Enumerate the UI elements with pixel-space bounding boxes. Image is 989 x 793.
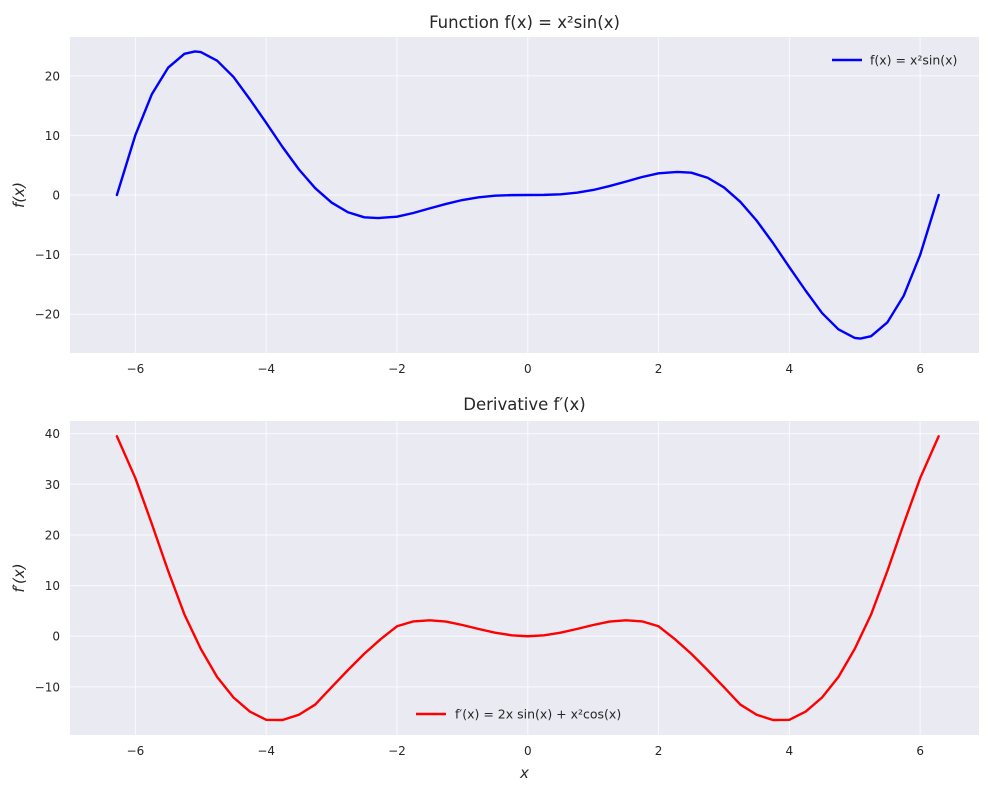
x-tick-label: −6: [127, 362, 145, 376]
x-tick-label: 2: [655, 744, 663, 758]
y-tick-label: −20: [35, 308, 60, 322]
x-tick-label: −4: [257, 362, 275, 376]
y-tick-label: 30: [45, 478, 60, 492]
x-axis-label-derivative: x: [519, 764, 529, 782]
x-tick-label: 0: [524, 362, 532, 376]
y-axis-label-function: f(x): [10, 182, 28, 208]
chart-title-function: Function f(x) = x²sin(x): [429, 13, 620, 32]
y-tick-label: −10: [35, 248, 60, 262]
x-tick-label: 6: [916, 744, 924, 758]
x-tick-label: 2: [655, 362, 663, 376]
series-lines-derivative: [115, 435, 940, 722]
series-line-function: [115, 50, 940, 340]
y-tick-label: 20: [45, 69, 60, 83]
x-tick-label: −2: [388, 744, 406, 758]
legend-entry-function: f(x) = x²sin(x): [870, 53, 957, 68]
x-tick-label: −2: [388, 362, 406, 376]
legend-function: f(x) = x²sin(x): [832, 53, 957, 68]
series-line-derivative: [115, 435, 940, 722]
y-tick-label: 20: [45, 528, 60, 542]
y-tick-label: 0: [52, 189, 60, 203]
x-tick-label: 6: [916, 362, 924, 376]
x-tick-labels-derivative: −6 −4 −2 0 2 4 6: [127, 744, 924, 758]
y-tick-label: −10: [35, 680, 60, 694]
y-tick-labels-derivative: −10 0 10 20 30 40: [35, 427, 60, 694]
grid-derivative: [70, 421, 979, 735]
x-tick-label: −4: [257, 744, 275, 758]
series-lines-function: [115, 50, 940, 340]
x-tick-label: 4: [786, 362, 794, 376]
plot-derivative: −6 −4 −2 0 2 4 6 −10 0 10 20 30 40 Derivative f′(x)…: [10, 395, 979, 782]
y-tick-label: 0: [52, 630, 60, 644]
y-axis-label-derivative: f′(x): [10, 563, 28, 592]
y-tick-labels-function: −20 −10 0 10 20: [35, 69, 60, 321]
legend-entry-derivative: f′(x) = 2x sin(x) + x²cos(x): [455, 707, 621, 722]
chart-title-derivative: Derivative f′(x): [463, 395, 586, 414]
plot-area-derivative: [70, 421, 979, 735]
x-tick-label: −6: [127, 744, 145, 758]
y-tick-label: 40: [45, 427, 60, 441]
legend-derivative: f′(x) = 2x sin(x) + x²cos(x): [416, 707, 621, 722]
y-tick-label: 10: [45, 129, 60, 143]
x-tick-label: 0: [524, 744, 532, 758]
x-tick-label: 4: [786, 744, 794, 758]
x-tick-labels-function: −6 −4 −2 0 2 4 6: [127, 362, 924, 376]
y-tick-label: 10: [45, 579, 60, 593]
